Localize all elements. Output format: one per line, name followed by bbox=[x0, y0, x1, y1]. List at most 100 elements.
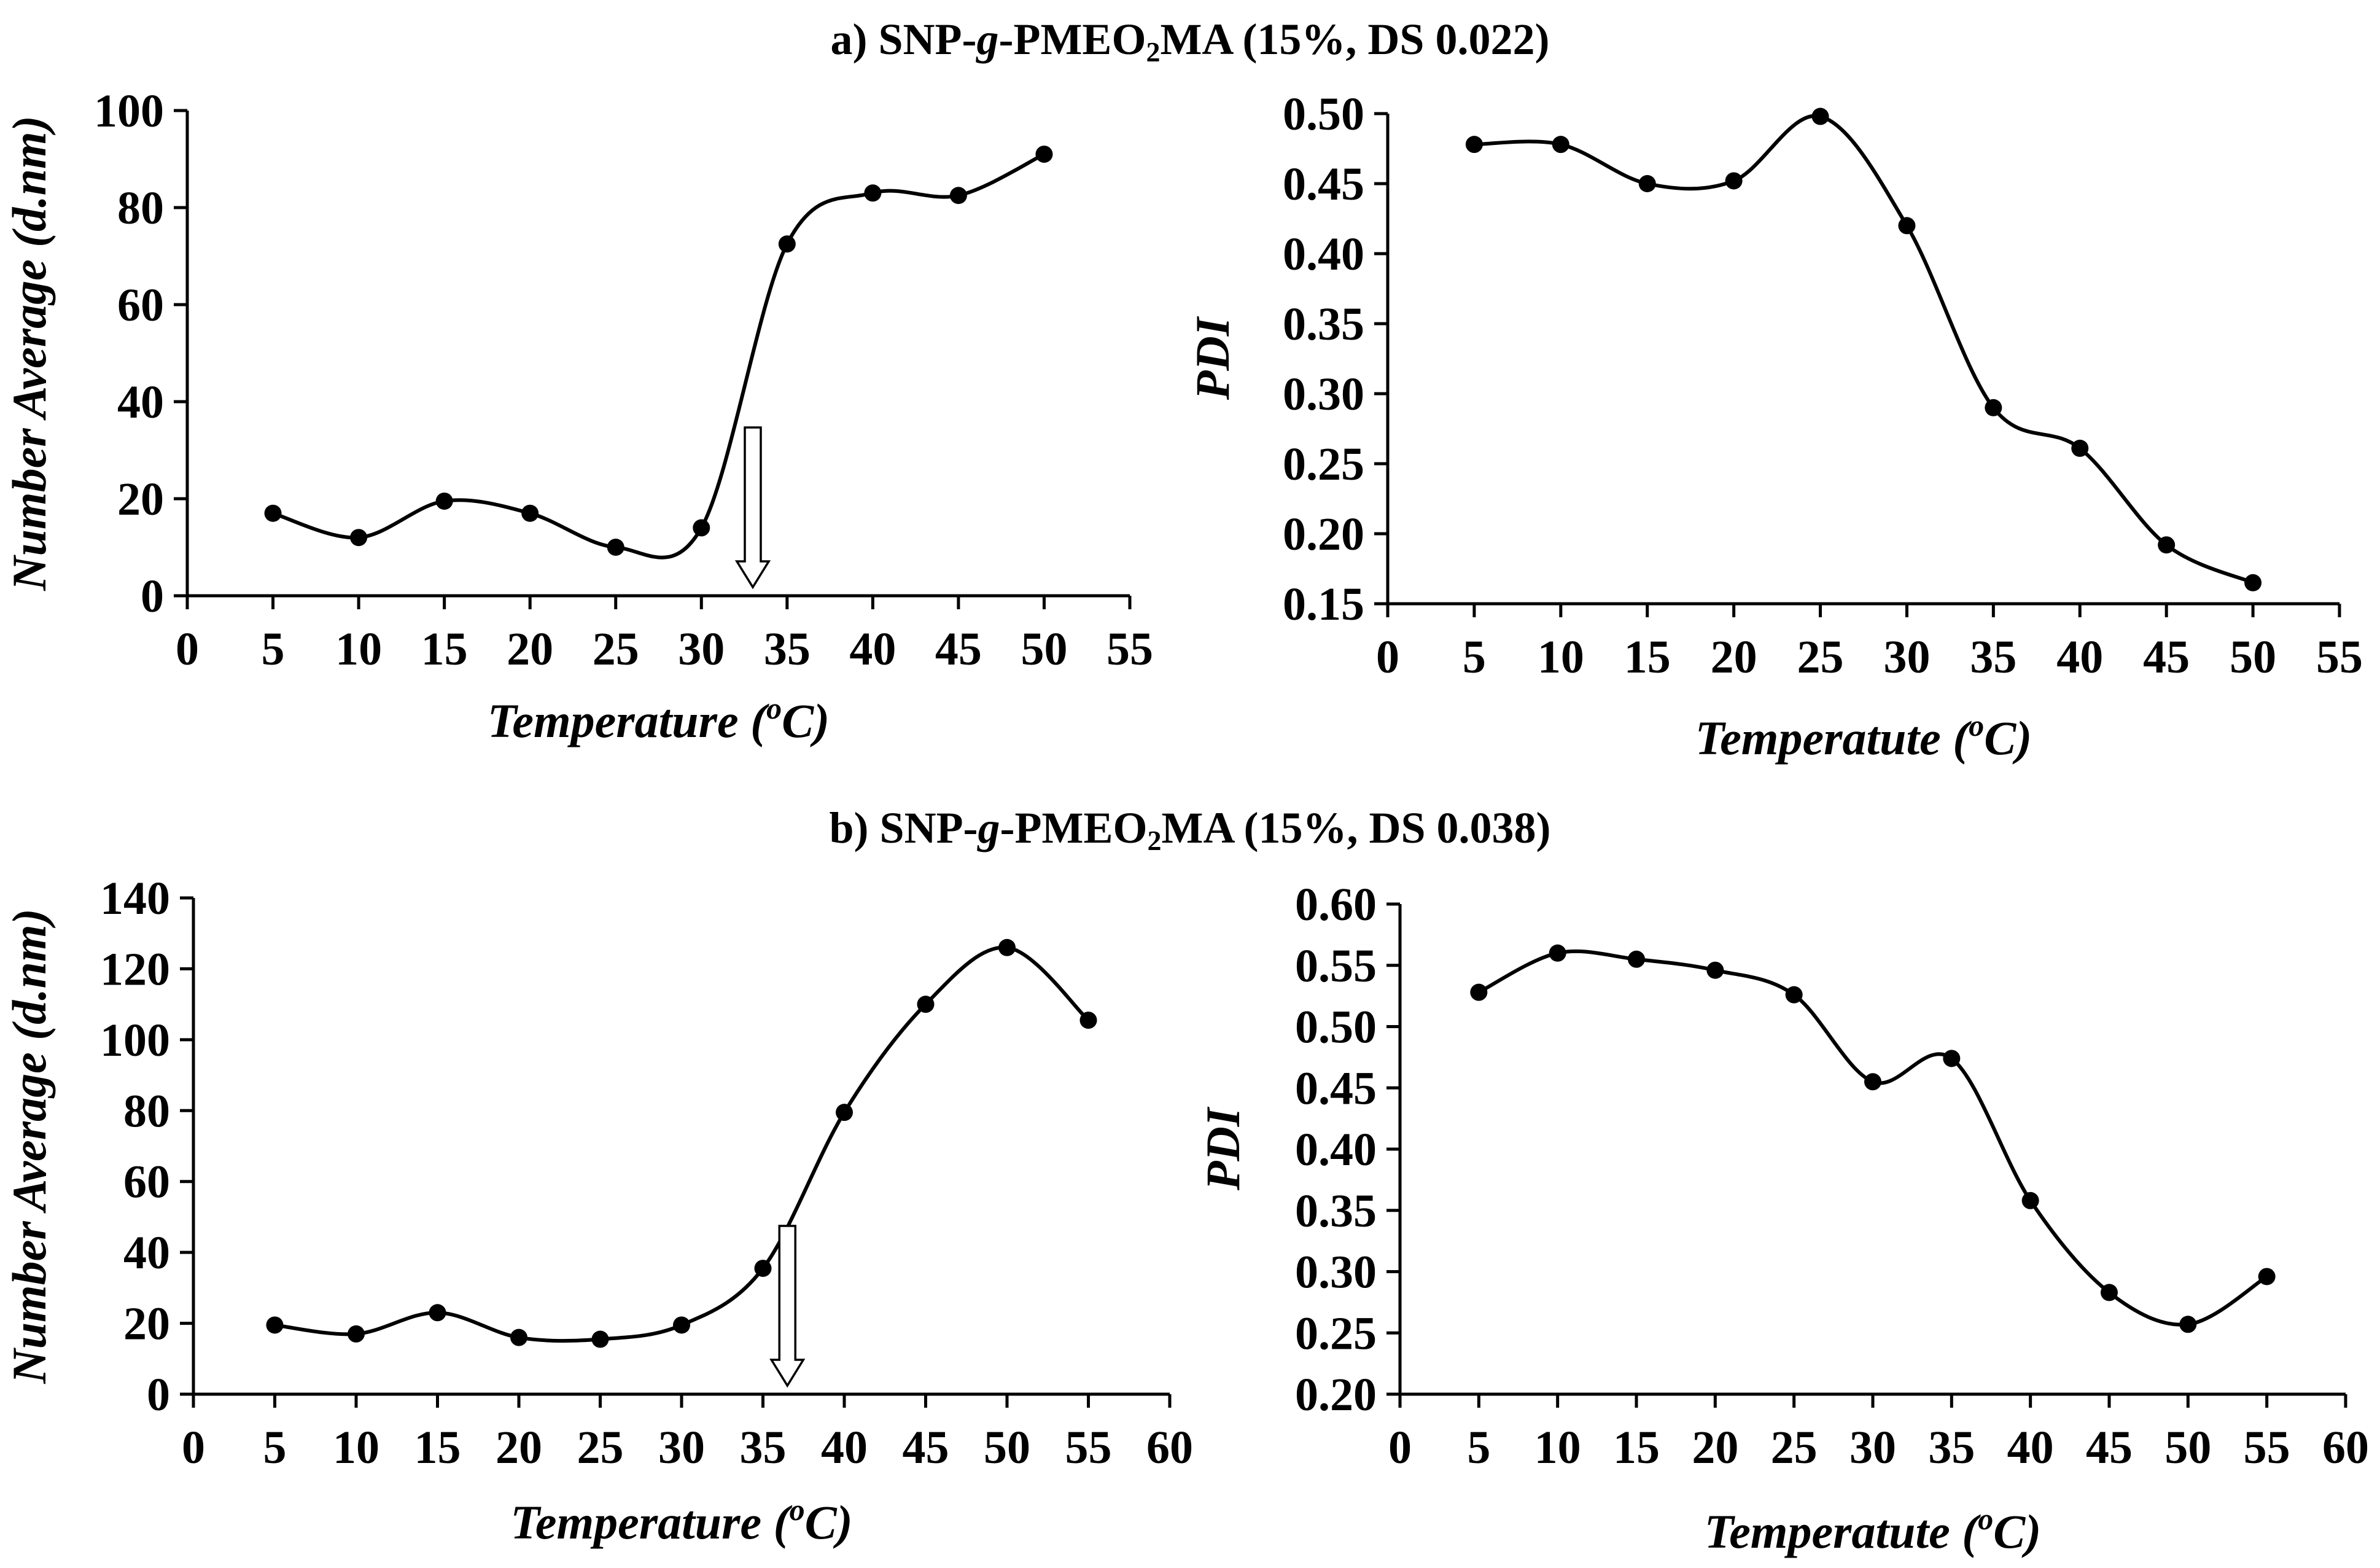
x-tick-label: 5 bbox=[263, 1422, 287, 1473]
y-tick-label: 0.40 bbox=[1295, 1124, 1377, 1176]
x-tick-label: 40 bbox=[821, 1422, 868, 1473]
y-tick-label: 20 bbox=[123, 1298, 170, 1350]
data-point bbox=[693, 519, 710, 537]
data-point bbox=[1706, 961, 1724, 979]
data-point bbox=[2071, 439, 2089, 457]
transition-arrow bbox=[734, 426, 771, 590]
x-tick-label: 20 bbox=[507, 623, 553, 675]
x-tick-label: 5 bbox=[1463, 631, 1486, 683]
data-point bbox=[673, 1316, 690, 1334]
data-point bbox=[1785, 986, 1803, 1004]
data-point bbox=[2021, 1192, 2039, 1209]
x-tick-label: 45 bbox=[935, 623, 982, 675]
data-point bbox=[1079, 1012, 1097, 1029]
data-point bbox=[1470, 983, 1488, 1001]
x-tick-label: 10 bbox=[333, 1422, 379, 1473]
x-tick-label: 15 bbox=[1624, 631, 1671, 683]
x-axis-label: Temperature (oC) bbox=[510, 1492, 852, 1549]
data-point bbox=[607, 539, 624, 556]
y-tick-label: 0.30 bbox=[1295, 1247, 1377, 1298]
data-point bbox=[2244, 574, 2262, 591]
data-point bbox=[949, 187, 967, 205]
x-tick-label: 20 bbox=[496, 1422, 542, 1473]
data-point bbox=[591, 1330, 609, 1348]
y-tick-label: 0.40 bbox=[1283, 228, 1364, 280]
x-tick-label: 45 bbox=[2143, 631, 2190, 683]
y-tick-label: 0.20 bbox=[1295, 1369, 1377, 1421]
x-tick-label: 35 bbox=[1928, 1422, 1975, 1473]
x-axis-label: Temperature (oC) bbox=[488, 691, 830, 747]
y-axis-label: PDI bbox=[1196, 1106, 1250, 1191]
data-point bbox=[1549, 944, 1566, 962]
y-tick-label: 0.45 bbox=[1295, 1063, 1377, 1114]
x-tick-label: 25 bbox=[1771, 1422, 1818, 1473]
x-tick-label: 20 bbox=[1692, 1422, 1738, 1473]
x-tick-label: 40 bbox=[2056, 631, 2103, 683]
data-point bbox=[350, 529, 368, 547]
data-point bbox=[429, 1304, 446, 1322]
data-point bbox=[435, 492, 453, 510]
y-tick-label: 0.45 bbox=[1283, 158, 1364, 210]
y-tick-label: 0.35 bbox=[1295, 1185, 1377, 1237]
y-tick-label: 40 bbox=[117, 376, 164, 428]
x-tick-label: 40 bbox=[2007, 1422, 2054, 1473]
x-tick-label: 50 bbox=[2164, 1422, 2211, 1473]
x-tick-label: 0 bbox=[182, 1422, 205, 1473]
series-line bbox=[1477, 949, 2268, 1327]
x-tick-label: 15 bbox=[1613, 1422, 1660, 1473]
series-line bbox=[272, 152, 1045, 560]
data-point bbox=[1628, 950, 1645, 968]
x-tick-label: 45 bbox=[903, 1422, 949, 1473]
data-point bbox=[2158, 536, 2176, 554]
data-point bbox=[917, 996, 935, 1013]
data-point bbox=[754, 1260, 772, 1277]
y-axis-label: Number Average (d.nm) bbox=[2, 115, 56, 591]
data-point bbox=[1035, 146, 1053, 163]
y-tick-label: 0.50 bbox=[1295, 1002, 1377, 1053]
x-tick-label: 60 bbox=[2322, 1422, 2369, 1473]
y-axis-label: PDI bbox=[1186, 316, 1239, 400]
data-point bbox=[348, 1325, 365, 1343]
x-tick-label: 10 bbox=[1534, 1422, 1581, 1473]
series-line bbox=[274, 945, 1090, 1343]
x-tick-label: 40 bbox=[849, 623, 896, 675]
data-point bbox=[1725, 172, 1743, 190]
y-tick-label: 100 bbox=[94, 85, 164, 137]
x-tick-label: 25 bbox=[593, 623, 639, 675]
x-tick-label: 55 bbox=[1106, 623, 1153, 675]
panel-a-title: a) SNP-g-PMEO2MA (15%, DS 0.022) bbox=[831, 15, 1550, 68]
x-tick-label: 35 bbox=[1970, 631, 2016, 683]
y-tick-label: 20 bbox=[117, 474, 164, 525]
x-tick-label: 55 bbox=[2316, 631, 2363, 683]
x-tick-label: 55 bbox=[2244, 1422, 2290, 1473]
x-tick-label: 50 bbox=[984, 1422, 1030, 1473]
data-point bbox=[510, 1328, 527, 1346]
x-tick-label: 50 bbox=[2230, 631, 2276, 683]
x-tick-label: 10 bbox=[1538, 631, 1584, 683]
y-tick-label: 0.25 bbox=[1283, 439, 1364, 490]
y-tick-label: 0.15 bbox=[1283, 579, 1364, 630]
x-tick-label: 35 bbox=[764, 623, 811, 675]
y-tick-label: 0 bbox=[147, 1369, 170, 1421]
data-point bbox=[1864, 1073, 1881, 1091]
data-point bbox=[521, 504, 539, 522]
x-tick-label: 35 bbox=[740, 1422, 787, 1473]
data-point bbox=[1811, 107, 1829, 125]
y-tick-label: 80 bbox=[123, 1085, 170, 1137]
chart-a-number-average: 0 5 10 15 20 25 30 35 40 45 50 55 0 20 40 60 80 100 Temper… bbox=[2, 85, 1153, 747]
x-tick-label: 5 bbox=[1467, 1422, 1490, 1473]
y-tick-label: 80 bbox=[117, 182, 164, 234]
x-tick-label: 0 bbox=[1376, 631, 1399, 683]
y-tick-label: 0.20 bbox=[1283, 509, 1364, 560]
x-tick-label: 0 bbox=[1388, 1422, 1412, 1473]
chart-b-pdi: 0 5 10 15 20 25 30 35 40 45 50 55 60 0.20 0.25 0.30 0.35… bbox=[1196, 879, 2369, 1558]
data-point bbox=[2258, 1268, 2276, 1285]
data-point bbox=[266, 1316, 284, 1334]
y-tick-label: 0 bbox=[141, 571, 164, 622]
x-axis-label: Temperatute (oC) bbox=[1695, 708, 2032, 765]
y-tick-label: 0.60 bbox=[1295, 879, 1377, 930]
y-tick-label: 100 bbox=[100, 1015, 170, 1066]
x-tick-label: 15 bbox=[414, 1422, 461, 1473]
y-tick-label: 0.50 bbox=[1283, 88, 1364, 140]
